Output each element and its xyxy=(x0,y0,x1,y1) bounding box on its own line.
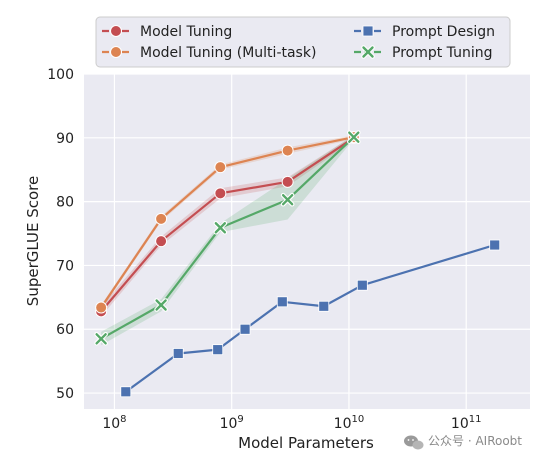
x-axis-title: Model Parameters xyxy=(238,434,374,452)
prompt-tuning-point xyxy=(154,298,168,312)
legend-swatch-marker xyxy=(110,46,122,58)
legend-item-prompt-design: Prompt Design xyxy=(354,24,495,40)
gridlines xyxy=(84,73,530,409)
model-tuning-multi-task-point xyxy=(281,144,294,157)
marker-stroke xyxy=(155,299,167,311)
prompt-design-point xyxy=(120,386,132,398)
prompt-tuning-point xyxy=(94,332,108,346)
marker-stroke xyxy=(281,194,294,206)
prompt-design-point xyxy=(172,348,184,359)
legend-swatch-marker xyxy=(362,25,374,37)
prompt-design-point xyxy=(239,323,251,335)
legend-box xyxy=(95,16,511,68)
prompt-design-line xyxy=(125,243,496,393)
x-axis-tick-labels: 108 109 1010 1011 xyxy=(102,414,481,432)
prompt-design-point xyxy=(318,300,330,312)
watermark-text: 公众号 · AIRoobt xyxy=(428,434,522,448)
plot-background xyxy=(84,74,530,409)
prompt-tuning-point xyxy=(280,192,295,207)
legend: Model Tuning Model Tuning (Multi-task) Pro… xyxy=(95,16,511,68)
marker-stroke xyxy=(362,46,374,58)
y-tick-label: 70 xyxy=(56,258,74,274)
x-tick-label: 1011 xyxy=(451,414,482,432)
legend-swatch-marker xyxy=(361,45,375,59)
y-tick-label: 60 xyxy=(56,322,74,338)
x-tick-label: 109 xyxy=(220,414,244,432)
prompt-tuning-point xyxy=(213,220,228,235)
legend-item-prompt-tuning: Prompt Tuning xyxy=(354,45,493,61)
legend-label: Prompt Design xyxy=(392,24,495,40)
prompt-design-point xyxy=(276,296,288,308)
y-axis-tick-labels: 50 60 70 80 90 100 xyxy=(47,67,74,402)
legend-item-model-tuning: Model Tuning xyxy=(102,24,232,40)
legend-label: Model Tuning (Multi-task) xyxy=(140,45,316,61)
model-tuning-point xyxy=(155,235,168,248)
prompt-design-point xyxy=(356,279,368,291)
legend-label: Model Tuning xyxy=(140,24,232,40)
y-tick-label: 100 xyxy=(47,67,74,83)
prompt-tuning-point xyxy=(347,130,361,144)
marker-stroke xyxy=(95,333,107,345)
model-tuning-point xyxy=(214,187,227,200)
x-tick-label: 108 xyxy=(102,414,126,432)
model-tuning-multi-task-point xyxy=(95,301,108,314)
watermark: 公众号 · AIRoobt xyxy=(404,434,522,450)
y-tick-label: 50 xyxy=(56,386,74,402)
wechat-icon xyxy=(404,435,424,450)
model-tuning-multi-task-point xyxy=(155,212,168,225)
y-tick-label: 80 xyxy=(56,195,74,211)
prompt-design-point xyxy=(489,239,501,251)
y-axis-title: SuperGLUE Score xyxy=(24,176,42,306)
y-tick-label: 90 xyxy=(56,131,74,147)
prompt-design-point xyxy=(212,344,224,356)
legend-item-model-tuning-multi-task: Model Tuning (Multi-task) xyxy=(102,45,316,61)
model-tuning-point xyxy=(281,175,294,188)
x-tick-label: 1010 xyxy=(334,414,365,432)
marker-stroke xyxy=(214,222,227,234)
marker-stroke xyxy=(348,131,360,143)
prompt-tuning-band xyxy=(101,135,354,346)
legend-swatch-marker xyxy=(110,25,122,37)
legend-label: Prompt Tuning xyxy=(392,45,493,61)
series-markers xyxy=(94,130,501,398)
model-tuning-multi-task-point xyxy=(214,161,227,174)
